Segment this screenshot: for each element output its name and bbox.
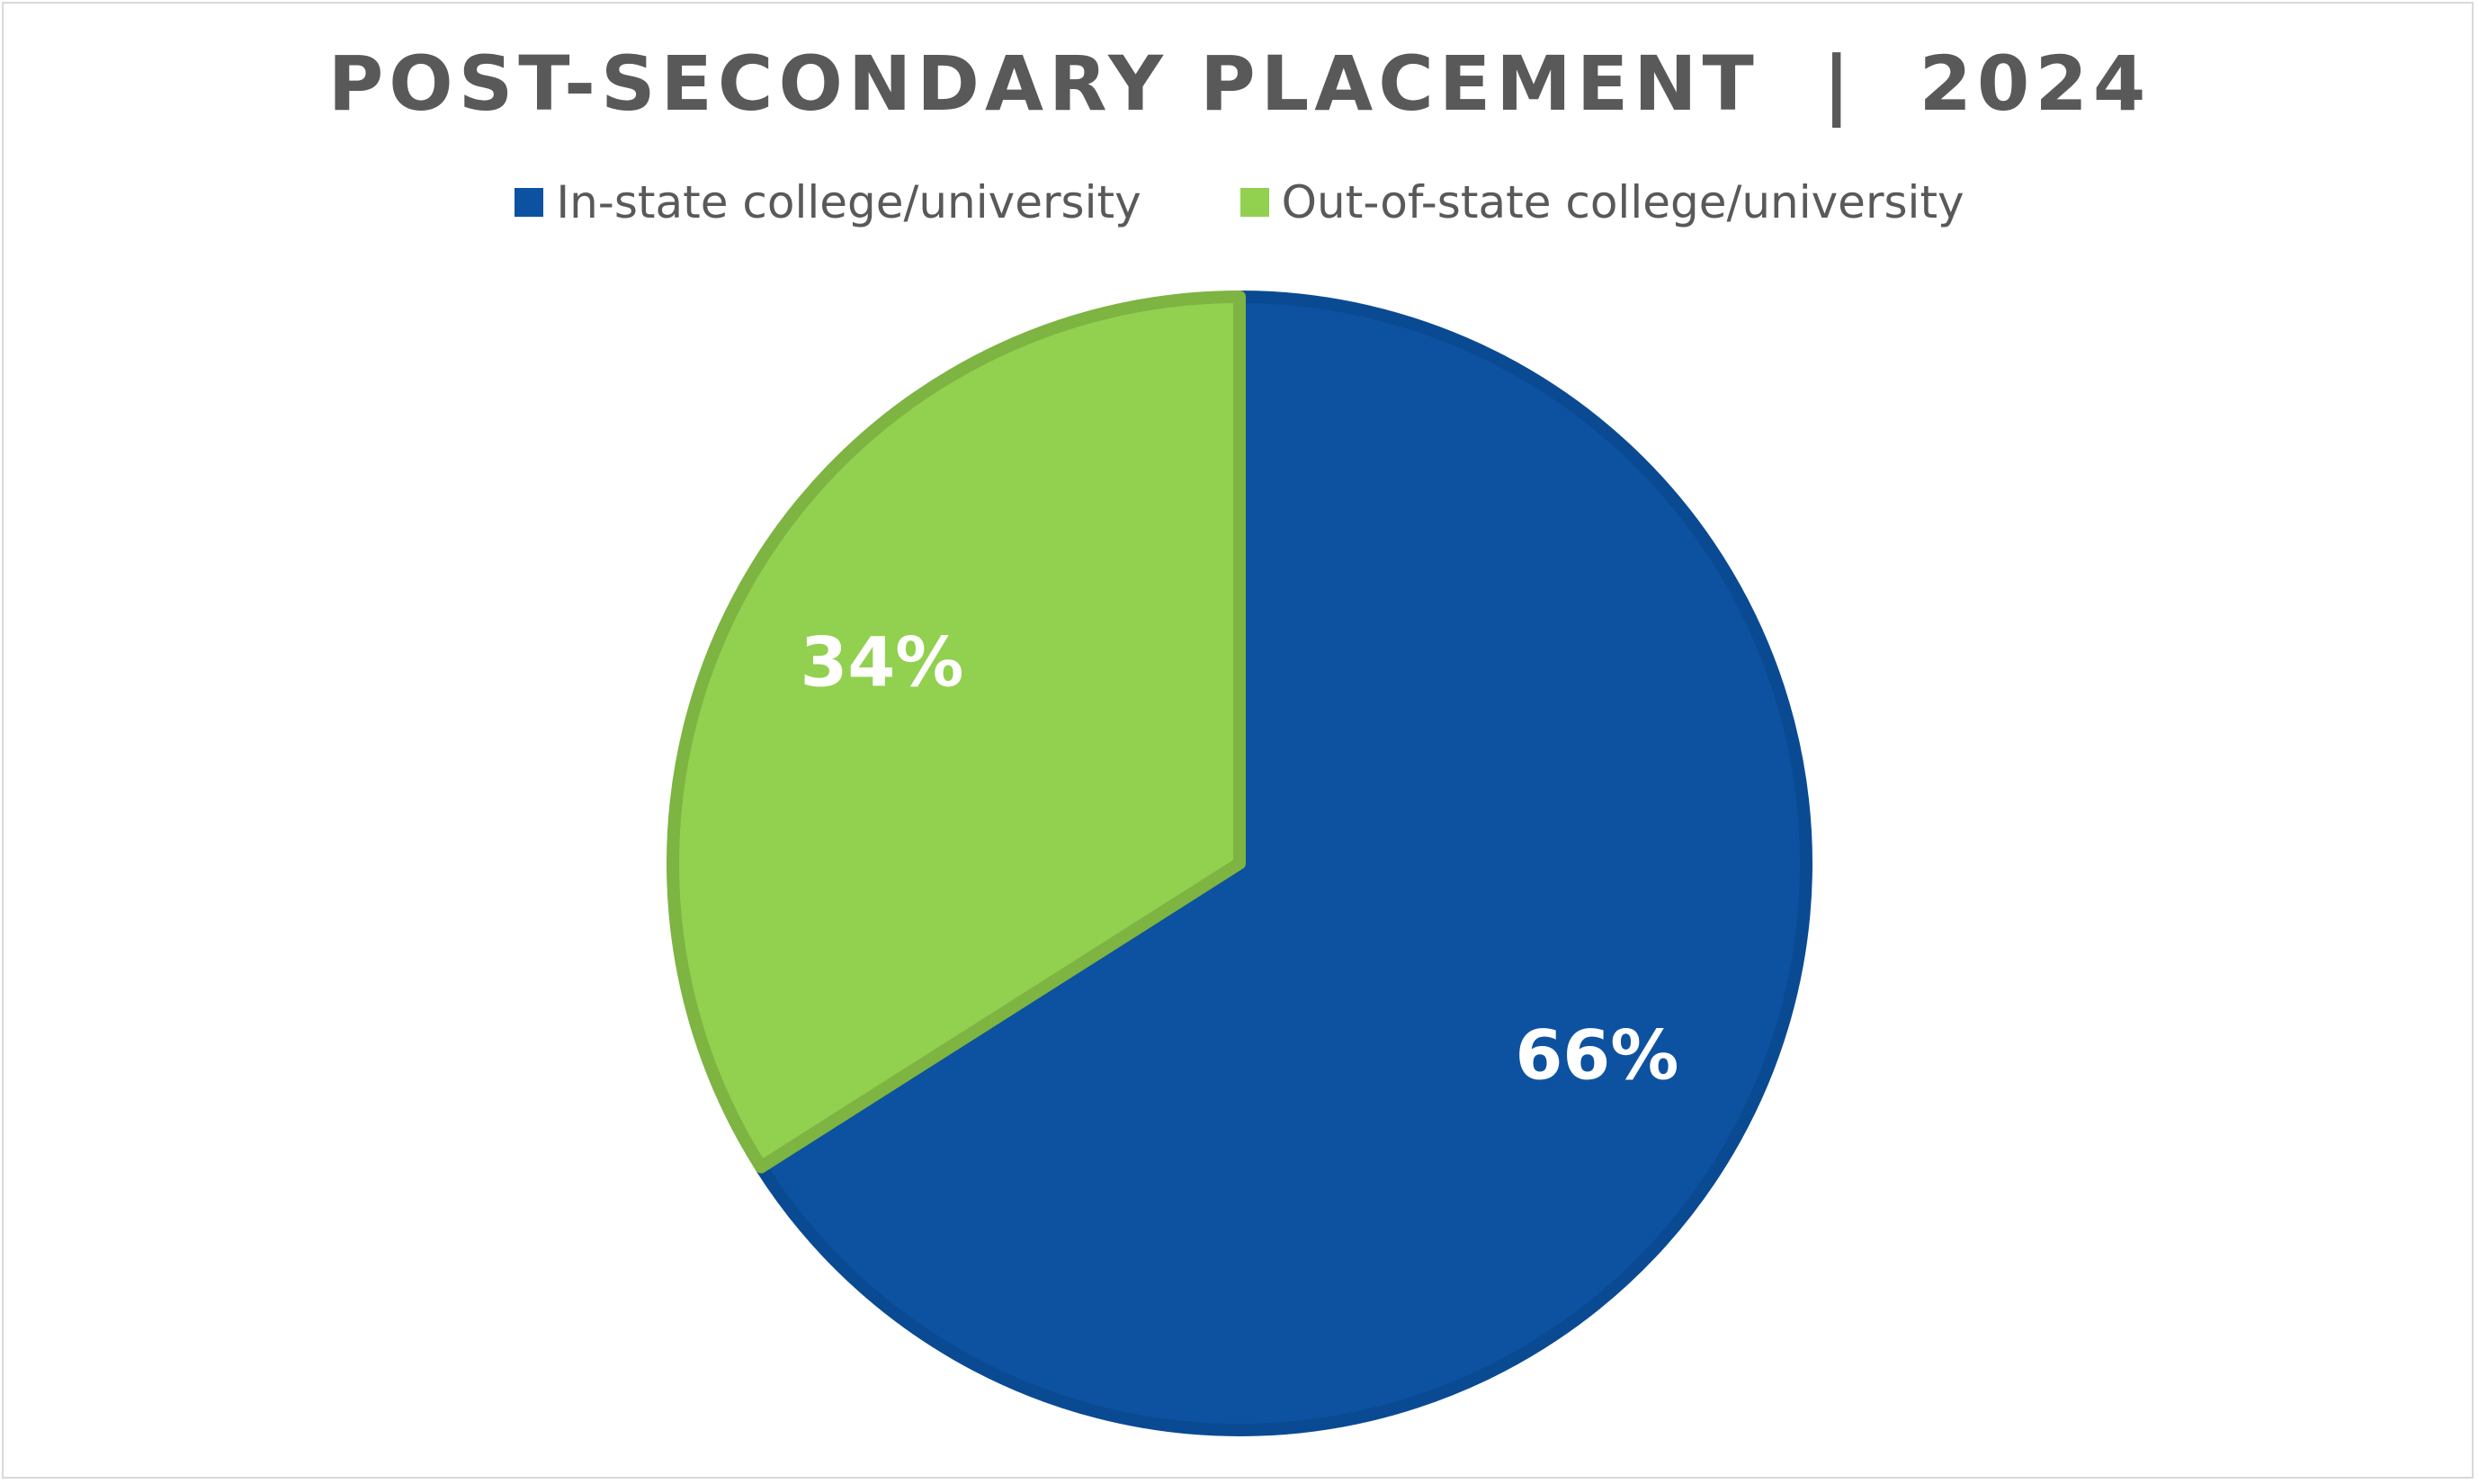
legend-swatch-out-of-state — [1240, 188, 1269, 217]
legend-item-in-state: In-state college/university — [515, 176, 1141, 228]
legend-swatch-in-state — [515, 188, 544, 217]
legend-label-in-state: In-state college/university — [556, 176, 1141, 228]
data-label-in-state: 66% — [1516, 1015, 1679, 1095]
legend-item-out-of-state: Out-of-state college/university — [1240, 176, 1964, 228]
pie-slice-out-of-state — [667, 291, 1246, 1174]
data-label-out-of-state: 34% — [801, 621, 964, 702]
chart-legend: In-state college/university Out-of-state… — [0, 176, 2479, 228]
pie-slice-in-state — [755, 291, 1812, 1436]
chart-title: POST-SECONDARY PLACEMENT | 2024 — [327, 40, 2152, 128]
legend-label-out-of-state: Out-of-state college/university — [1281, 176, 1964, 228]
